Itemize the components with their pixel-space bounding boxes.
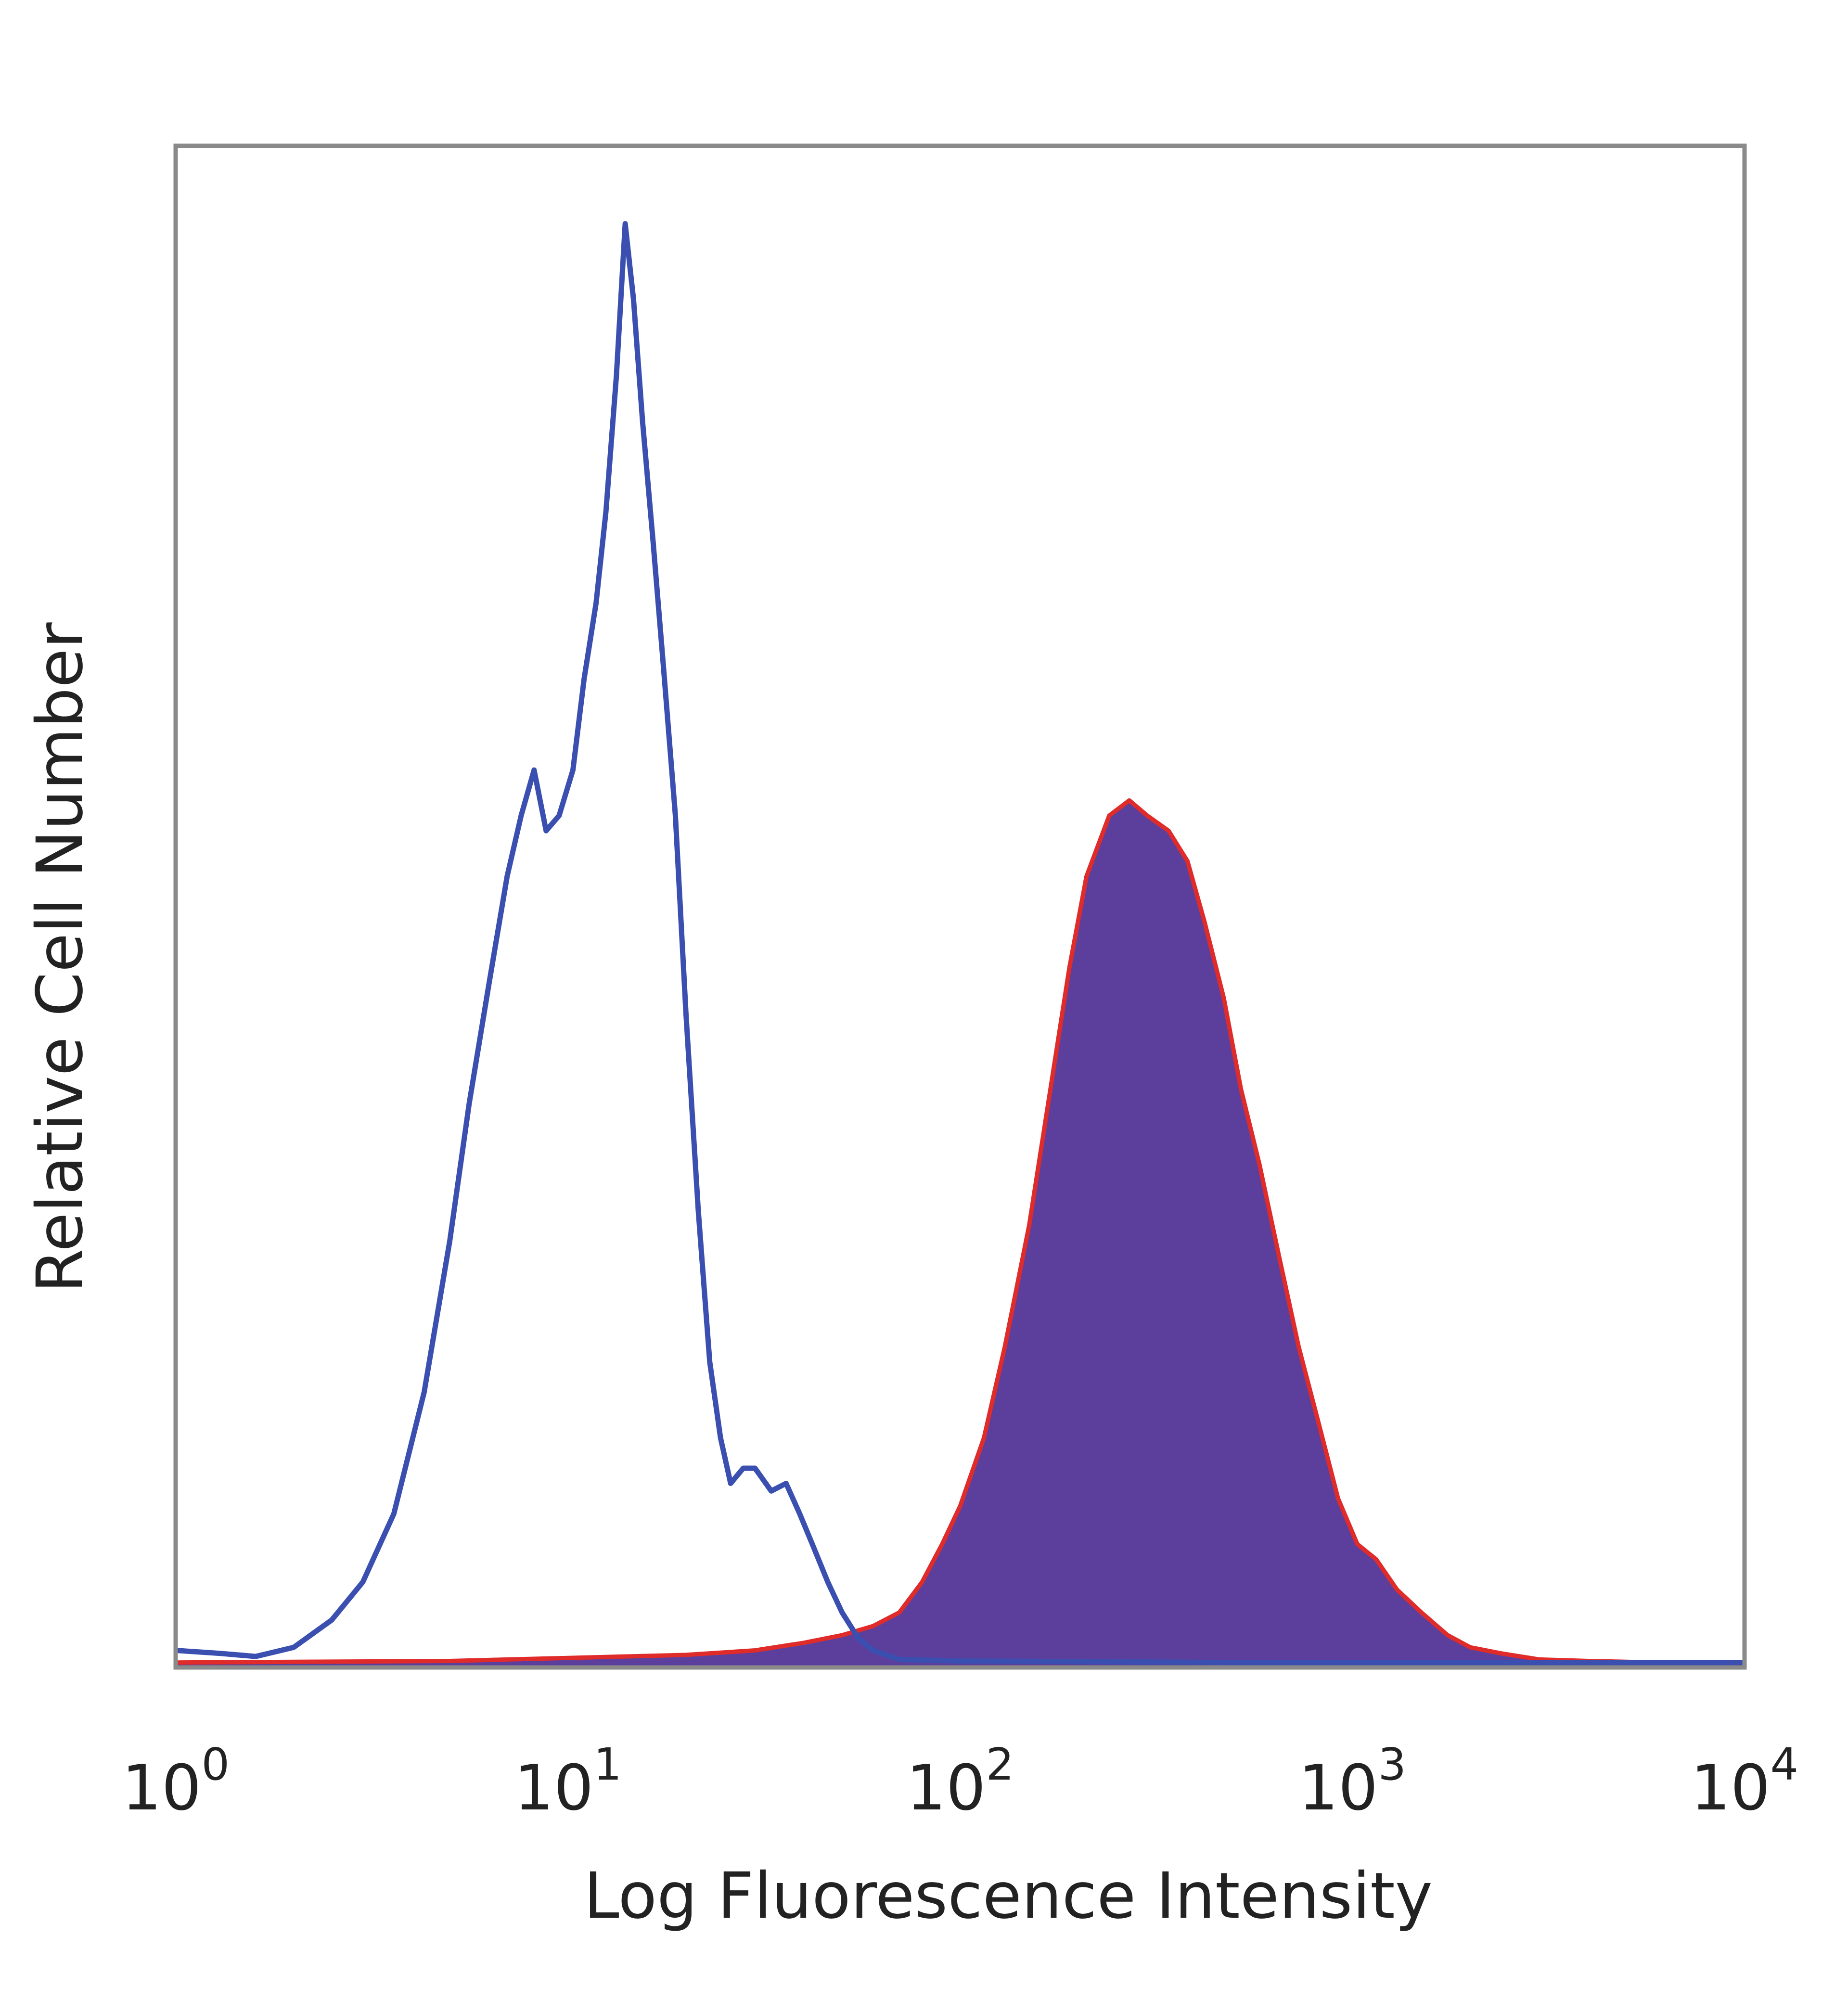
x-tick-base: 10 [122, 1751, 201, 1824]
x-tick-base: 10 [1298, 1751, 1378, 1824]
x-axis-label: Log Fluorescence Intensity [584, 1859, 1433, 1933]
x-tick-base: 10 [906, 1751, 986, 1824]
x-tick-exponent: 3 [1378, 1739, 1406, 1790]
x-tick-exponent: 0 [201, 1739, 230, 1790]
plot-layer [175, 221, 1745, 1666]
x-tick-layer: 100 101 102 103 104 [122, 1739, 1798, 1824]
x-tick-label: 102 [906, 1739, 1014, 1824]
x-tick-exponent: 4 [1770, 1739, 1798, 1790]
x-tick-exponent: 1 [593, 1739, 622, 1790]
series-1-line [175, 798, 1745, 1665]
x-tick-label: 103 [1298, 1739, 1406, 1824]
x-tick-exponent: 2 [986, 1739, 1014, 1790]
x-tick-base: 10 [1691, 1751, 1770, 1824]
x-tick-label: 101 [514, 1739, 622, 1824]
x-tick-base: 10 [514, 1751, 593, 1824]
x-tick-label: 104 [1691, 1739, 1798, 1824]
series-0-line [175, 221, 1745, 1666]
y-axis-label: Relative Cell Number [23, 622, 97, 1293]
plot-frame [173, 143, 1747, 1670]
series-1-area [176, 800, 1745, 1666]
x-tick-label: 100 [122, 1739, 230, 1824]
